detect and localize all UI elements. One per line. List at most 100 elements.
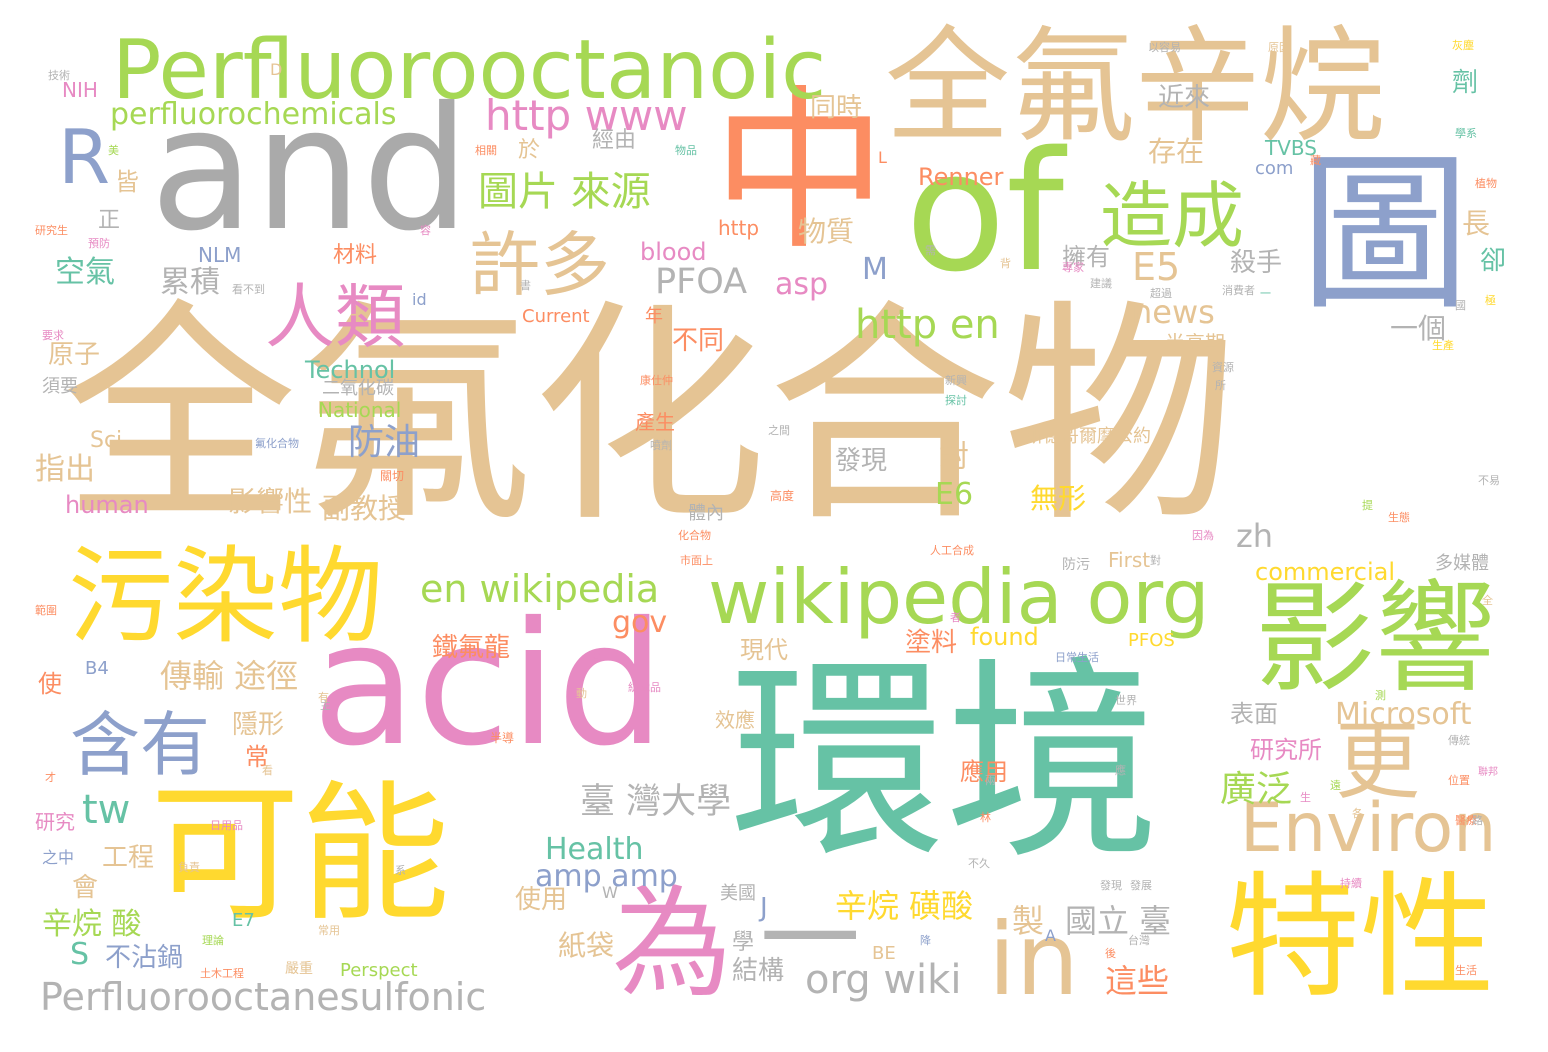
word: 圖片 來源 [478,172,651,212]
word: com [1255,160,1293,178]
word: Current [522,308,590,326]
word: 因為 [1192,530,1214,541]
word: 研究 [35,812,75,832]
word: id [412,292,427,308]
word: 原子 [48,342,100,368]
word: human [65,493,149,517]
word: 負責 [178,862,200,873]
word: 斯德哥爾摩公約 [1025,428,1151,446]
word: 預防 [88,238,110,249]
word: en wikipedia [420,570,659,608]
word: 人工合成 [930,545,974,556]
word: 探討 [945,395,967,406]
word: 對 [1150,555,1161,566]
word: 專家 [1062,262,1084,273]
word: 嚴重 [285,962,313,976]
word: 之中 [42,850,74,866]
word: 體內 [688,505,724,523]
word: 生產 [1432,340,1454,351]
word: http en [855,305,1000,345]
word: 美國 [720,885,756,903]
word: 範圍 [35,605,57,616]
word: 學系 [1455,128,1477,139]
word: E6 [935,480,973,510]
word: 傳統 [1448,735,1470,746]
word: M [862,255,888,285]
word: 後 [1105,948,1116,959]
word: 發現 [1100,880,1122,891]
word: 副教授 [322,495,406,523]
word: First [1108,550,1150,570]
word: 製 [1012,905,1044,937]
word: 市面上 [680,555,713,566]
word: 植物 [1475,178,1497,189]
word: 劑 [1452,70,1478,96]
word: 土木工程 [200,968,244,979]
word: 皆 [115,170,139,194]
word: 噴劑 [650,440,672,451]
word: 系 [395,865,406,876]
word: 空氣 [55,258,115,288]
word: http www [485,95,688,137]
word: 防污 [1062,558,1090,572]
word: 研究所 [1250,738,1322,762]
word: 著 [590,652,601,663]
word: 技術 [48,70,70,81]
word: 臺 灣大學 [580,785,731,820]
word: 更 [1335,720,1420,805]
word: 各 [1352,808,1363,819]
word: news [1132,296,1215,328]
word: 降 [920,935,931,946]
word: 日用品 [210,820,243,831]
word: 看 [262,765,273,776]
word: 路 [1472,815,1483,826]
word: R [58,120,110,195]
word: 防油 [348,425,420,461]
word: 二氧化碳 [322,380,394,398]
word: 生活 [1455,965,1477,976]
word: 需 [925,245,936,256]
word: PFOA [655,265,747,300]
word: 使用 [515,887,567,913]
word: 極 [1485,295,1496,306]
word: NLM [198,245,241,265]
word: 表面 [1230,702,1278,726]
word: 影響性 [228,488,312,516]
word: 累積 [160,268,220,298]
word: commercial [1255,560,1395,584]
word: 須要 [42,378,78,396]
word: 看不到 [232,284,265,295]
word: 原因 [1268,42,1290,53]
word: 有 [318,692,329,703]
word: 多媒體 [1435,555,1489,573]
word: 環境 [730,655,1160,870]
word: 紙袋 [558,932,614,960]
word: 生態 [1388,512,1410,523]
word: 生 [1300,792,1311,803]
word: asp [775,270,828,300]
word: 卻 [1480,248,1506,274]
word: W [602,885,618,901]
word: 常用 [318,925,340,936]
word: 為 [612,885,732,1005]
word: 半衰期 [1165,333,1225,353]
word: 相關 [475,145,497,156]
word: 遠 [1330,780,1341,791]
word: 位置 [1448,775,1470,786]
word: 傳輸 途徑 [160,660,298,692]
word: 塗料 [905,630,957,656]
word: 不易 [1478,475,1500,486]
word: 藏 [1310,155,1321,166]
word: 效應 [715,710,755,730]
word: 美 [108,145,119,156]
word: 林 [980,812,991,823]
word: blood [640,240,707,264]
word: 應 [1115,765,1126,776]
word: 結構 [732,958,784,984]
word: 應用 [960,760,1008,784]
word: 含有 [70,710,210,780]
word: 許多 [470,230,610,300]
word: 高度 [770,490,794,502]
word: 不同 [672,328,724,354]
